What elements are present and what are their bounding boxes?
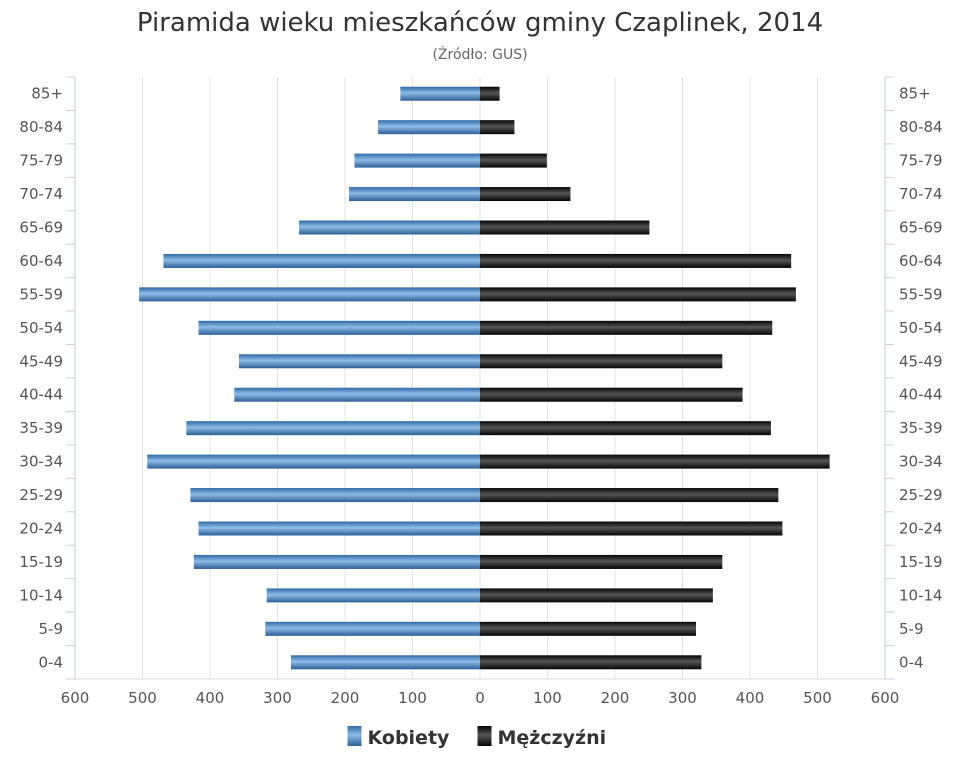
y-tick-label-right: 85+ bbox=[899, 85, 931, 103]
y-tick-label-right: 60-64 bbox=[899, 252, 943, 270]
legend-swatch-female bbox=[347, 726, 362, 746]
y-tick-label-left: 10-14 bbox=[19, 586, 63, 604]
bar-male: Mężczyźni 20-24: 448 bbox=[480, 521, 783, 536]
bar-female: Kobiety 15-19: 424 bbox=[193, 554, 481, 569]
bar-male: Mężczyźni 75-79: 99 bbox=[480, 153, 547, 168]
bar-female: Kobiety 65-69: 268 bbox=[299, 220, 480, 235]
bar-female: Kobiety 10-14: 316 bbox=[266, 588, 480, 603]
y-tick-label-left: 5-9 bbox=[39, 620, 64, 638]
y-tick-label-right: 25-29 bbox=[899, 486, 943, 504]
y-tick-label-left: 75-79 bbox=[19, 152, 63, 170]
bar-female: Kobiety 40-44: 364 bbox=[234, 387, 480, 402]
bar-female: Kobiety 60-64: 469 bbox=[163, 253, 481, 268]
y-tick-label-left: 45-49 bbox=[19, 352, 63, 370]
x-tick-label: 200 bbox=[601, 689, 630, 707]
x-tick-label: 300 bbox=[668, 689, 697, 707]
legend-label-male: Mężczyźni bbox=[498, 727, 607, 749]
y-tick-label-right: 5-9 bbox=[899, 620, 924, 638]
bar-male: Mężczyźni 45-49: 359 bbox=[480, 354, 723, 369]
bar-female: Kobiety 35-39: 435 bbox=[186, 421, 480, 436]
bar-female: Kobiety 80-84: 151 bbox=[378, 120, 480, 135]
x-tick-label: 600 bbox=[871, 689, 900, 707]
axes: 600 500 400 300 200 100 0 100 200 300 400 500 600 85+… bbox=[19, 76, 943, 707]
y-tick-label-left: 0-4 bbox=[39, 653, 64, 671]
bar-female: Kobiety 25-29: 429 bbox=[190, 488, 481, 503]
legend-label-female: Kobiety bbox=[368, 727, 451, 749]
bar-male: Mężczyźni 40-44: 389 bbox=[480, 387, 743, 402]
x-tick-label: 100 bbox=[398, 689, 427, 707]
y-tick-label-left: 35-39 bbox=[19, 419, 63, 437]
legend-swatch-male bbox=[477, 726, 492, 746]
bar-female: Kobiety 30-34: 493 bbox=[147, 454, 480, 469]
bar-male: Mężczyźni 0-4: 328 bbox=[480, 655, 702, 670]
bar-female: Kobiety 0-4: 280 bbox=[291, 655, 480, 670]
y-tick-label-left: 15-19 bbox=[19, 553, 63, 571]
y-tick-label-right: 15-19 bbox=[899, 553, 943, 571]
bar-male: Mężczyźni 15-19: 359 bbox=[480, 554, 723, 569]
chart-subtitle: (Źródło: GUS) bbox=[432, 45, 527, 63]
y-tick-label-left: 20-24 bbox=[19, 520, 63, 538]
bar-male: Mężczyźni 70-74: 134 bbox=[480, 187, 571, 202]
y-tick-label-right: 75-79 bbox=[899, 152, 943, 170]
bar-female: Kobiety 20-24: 417 bbox=[198, 521, 480, 536]
x-tick-label: 100 bbox=[533, 689, 562, 707]
x-tick-label: 200 bbox=[331, 689, 360, 707]
y-tick-label-left: 50-54 bbox=[19, 319, 63, 337]
bar-female: Kobiety 45-49: 357 bbox=[239, 354, 480, 369]
bar-male: Mężczyźni 65-69: 251 bbox=[480, 220, 650, 235]
y-tick-label-left: 55-59 bbox=[19, 285, 63, 303]
x-tick-label: 300 bbox=[263, 689, 292, 707]
bar-male: Mężczyźni 60-64: 461 bbox=[480, 253, 792, 268]
bar-male: Mężczyźni 35-39: 431 bbox=[480, 421, 771, 436]
y-tick-label-right: 65-69 bbox=[899, 219, 943, 237]
y-tick-label-right: 45-49 bbox=[899, 352, 943, 370]
x-tick-label: 500 bbox=[803, 689, 832, 707]
y-tick-label-right: 30-34 bbox=[899, 453, 943, 471]
bar-female: Kobiety 5-9: 318 bbox=[265, 621, 480, 636]
bar-female: Kobiety 55-59: 505 bbox=[139, 287, 480, 302]
bar-male: Mężczyźni 80-84: 51 bbox=[480, 120, 515, 135]
bar-female: Kobiety 75-79: 186 bbox=[354, 153, 480, 168]
y-tick-label-left: 65-69 bbox=[19, 219, 63, 237]
bar-male: Mężczyźni 10-14: 345 bbox=[480, 588, 713, 603]
y-tick-label-left: 85+ bbox=[31, 85, 63, 103]
bar-male: Mężczyźni 25-29: 442 bbox=[480, 488, 779, 503]
y-tick-label-left: 70-74 bbox=[19, 185, 63, 203]
y-tick-label-right: 10-14 bbox=[899, 586, 943, 604]
y-tick-label-right: 40-44 bbox=[899, 386, 943, 404]
bar-male: Mężczyźni 55-59: 468 bbox=[480, 287, 796, 302]
x-tick-label: 400 bbox=[196, 689, 225, 707]
bar-female: Kobiety 85+: 118 bbox=[400, 86, 480, 101]
x-tick-label: 600 bbox=[61, 689, 90, 707]
bar-male: Mężczyźni 30-34: 518 bbox=[480, 454, 830, 469]
y-tick-label-right: 0-4 bbox=[899, 653, 924, 671]
bar-female: Kobiety 50-54: 417 bbox=[198, 320, 480, 335]
y-tick-label-right: 55-59 bbox=[899, 285, 943, 303]
y-tick-label-left: 25-29 bbox=[19, 486, 63, 504]
x-tick-label: 400 bbox=[736, 689, 765, 707]
y-tick-label-left: 40-44 bbox=[19, 386, 63, 404]
y-tick-label-left: 60-64 bbox=[19, 252, 63, 270]
bar-male: Mężczyźni 50-54: 433 bbox=[480, 320, 773, 335]
bar-male: Mężczyźni 5-9: 320 bbox=[480, 621, 696, 636]
y-tick-label-left: 80-84 bbox=[19, 118, 63, 136]
x-tick-label: 0 bbox=[475, 689, 485, 707]
y-tick-label-left: 30-34 bbox=[19, 453, 63, 471]
legend: Kobiety Mężczyźni bbox=[347, 726, 607, 749]
bars: Kobiety 85+: 118 Kobiety 80-84: 151 Kobiet… bbox=[139, 86, 830, 670]
y-tick-label-right: 20-24 bbox=[899, 520, 943, 538]
y-tick-label-right: 50-54 bbox=[899, 319, 943, 337]
y-tick-label-right: 35-39 bbox=[899, 419, 943, 437]
bar-male: Mężczyźni 85+: 29 bbox=[480, 86, 500, 101]
chart-title: Piramida wieku mieszkańców gminy Czaplin… bbox=[137, 8, 823, 38]
x-tick-label: 500 bbox=[128, 689, 157, 707]
y-tick-label-right: 80-84 bbox=[899, 118, 943, 136]
y-tick-label-right: 70-74 bbox=[899, 185, 943, 203]
bar-female: Kobiety 70-74: 194 bbox=[349, 187, 480, 202]
